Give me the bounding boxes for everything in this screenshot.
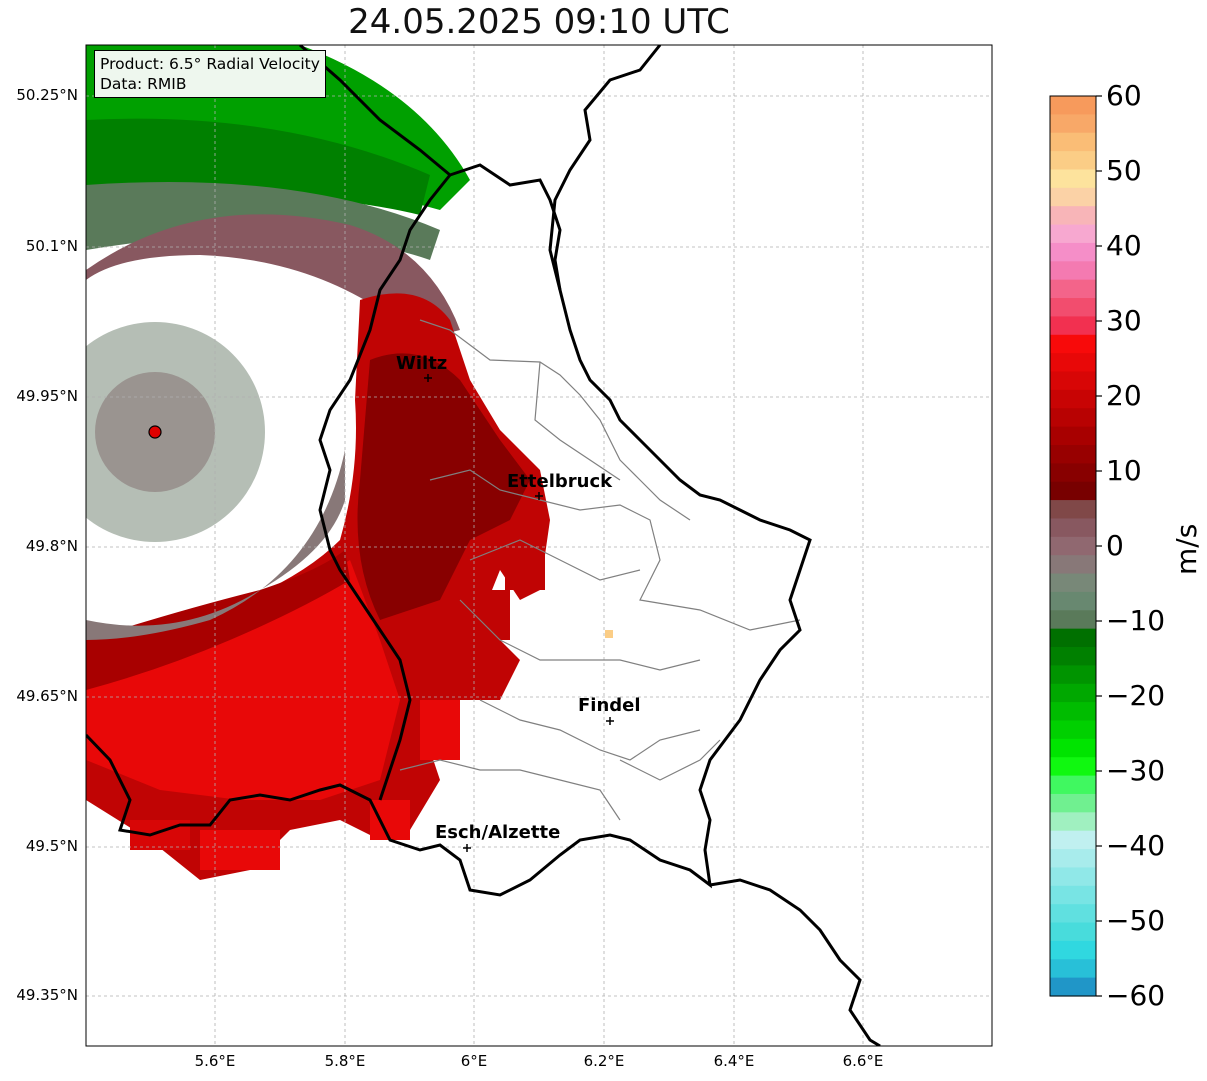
colorbar-segment	[1050, 591, 1096, 611]
colorbar-segment	[1050, 738, 1096, 758]
colorbar-segment	[1050, 812, 1096, 832]
colorbar-segment	[1050, 757, 1096, 777]
colorbar-segment	[1050, 830, 1096, 850]
colorbar-segment	[1050, 849, 1096, 869]
colorbar-segment	[1050, 885, 1096, 905]
colorbar-segment	[1050, 536, 1096, 556]
colorbar-tick-label: −10	[1106, 604, 1166, 637]
colorbar-ticks	[1096, 95, 1102, 997]
city-label-ettelbruck: Ettelbruck	[507, 471, 613, 492]
lat-tick-label: 49.5°N	[25, 837, 78, 855]
colorbar-segment	[1050, 187, 1096, 207]
lon-tick-label: 6°E	[460, 1052, 488, 1070]
colorbar-segment	[1050, 793, 1096, 813]
gray-echo-region	[86, 214, 460, 340]
colorbar-segment	[1050, 573, 1096, 593]
colorbar-unit-label: m/s	[1170, 523, 1203, 575]
city-label-wiltz: Wiltz	[396, 353, 447, 374]
colorbar-tick-label: 20	[1106, 379, 1142, 412]
colorbar-segment	[1050, 426, 1096, 446]
country-border-southeast	[709, 878, 881, 1046]
colorbar-segment	[1050, 353, 1096, 373]
colorbar-segment	[1050, 647, 1096, 666]
city-label-esch: Esch/Alzette	[435, 822, 560, 843]
colorbar	[1050, 96, 1096, 997]
colorbar-tick-label: 30	[1106, 304, 1142, 337]
city-markers	[424, 374, 614, 852]
colorbar-segment	[1050, 628, 1096, 648]
colorbar-segment	[1050, 665, 1096, 685]
lon-tick-label: 5.6°E	[194, 1052, 236, 1070]
colorbar-segment	[1050, 206, 1096, 226]
colorbar-segment	[1050, 867, 1096, 887]
country-border	[86, 45, 812, 897]
colorbar-segment	[1050, 151, 1096, 171]
lon-tick-label: 5.8°E	[324, 1052, 366, 1070]
colorbar-tick-label: 0	[1106, 529, 1124, 562]
colorbar-segment	[1050, 977, 1096, 997]
canton-boundaries	[399, 319, 801, 821]
colorbar-segment	[1050, 959, 1096, 979]
colorbar-segment	[1050, 702, 1096, 722]
map-title: 24.05.2025 09:10 UTC	[348, 2, 730, 42]
gridlines	[86, 45, 992, 1046]
colorbar-segment	[1050, 224, 1096, 244]
colorbar-segment	[1050, 298, 1096, 318]
lat-tick-label: 50.1°N	[25, 237, 78, 255]
map-frame	[85, 44, 993, 1047]
radar-layer	[86, 45, 613, 880]
colorbar-tick-label: −20	[1106, 679, 1166, 712]
colorbar-segment	[1050, 261, 1096, 281]
colorbar-segment	[1050, 408, 1096, 428]
colorbar-segment	[1050, 463, 1096, 483]
colorbar-tick-label: −40	[1106, 829, 1166, 862]
lat-tick-label: 49.8°N	[25, 537, 78, 555]
radar-site-marker	[148, 425, 162, 439]
colorbar-segment	[1050, 371, 1096, 391]
lat-tick-label: 49.65°N	[16, 687, 78, 705]
data-source-label: Data: RMIB	[100, 75, 187, 93]
colorbar-segment	[1050, 132, 1096, 152]
lon-tick-label: 6.4°E	[713, 1052, 755, 1070]
lat-tick-label: 49.35°N	[16, 986, 78, 1004]
colorbar-tick-label: −60	[1106, 979, 1166, 1012]
lon-tick-label: 6.2°E	[583, 1052, 625, 1070]
colorbar-segment	[1050, 481, 1096, 501]
colorbar-segment	[1050, 114, 1096, 134]
colorbar-segment	[1050, 940, 1096, 960]
colorbar-segment	[1050, 922, 1096, 942]
colorbar-segment	[1050, 316, 1096, 336]
colorbar-segment	[1050, 334, 1096, 354]
colorbar-segment	[1050, 555, 1096, 575]
product-info-box: Product: 6.5° Radial Velocity Data: RMIB	[94, 50, 326, 98]
colorbar-segment	[1050, 96, 1096, 115]
colorbar-segment	[1050, 444, 1096, 464]
colorbar-segment	[1050, 500, 1096, 520]
city-label-findel: Findel	[578, 695, 641, 716]
colorbar-segment	[1050, 389, 1096, 409]
colorbar-segment	[1050, 904, 1096, 924]
colorbar-segment	[1050, 518, 1096, 538]
colorbar-tick-label: −50	[1106, 904, 1166, 937]
colorbar-tick-label: −30	[1106, 754, 1166, 787]
lat-tick-label: 49.95°N	[16, 387, 78, 405]
colorbar-tick-label: 10	[1106, 454, 1142, 487]
colorbar-segment	[1050, 720, 1096, 740]
colorbar-tick-label: 40	[1106, 229, 1142, 262]
colorbar-tick-label: 60	[1106, 79, 1142, 112]
colorbar-tick-label: 50	[1106, 154, 1142, 187]
colorbar-segment	[1050, 279, 1096, 299]
colorbar-segment	[1050, 610, 1096, 630]
colorbar-segment	[1050, 775, 1096, 795]
lat-tick-label: 50.25°N	[16, 86, 78, 104]
colorbar-segment	[1050, 242, 1096, 262]
lon-tick-label: 6.6°E	[842, 1052, 884, 1070]
colorbar-segment	[1050, 169, 1096, 189]
colorbar-segment	[1050, 683, 1096, 703]
product-label: Product: 6.5° Radial Velocity	[100, 55, 320, 73]
